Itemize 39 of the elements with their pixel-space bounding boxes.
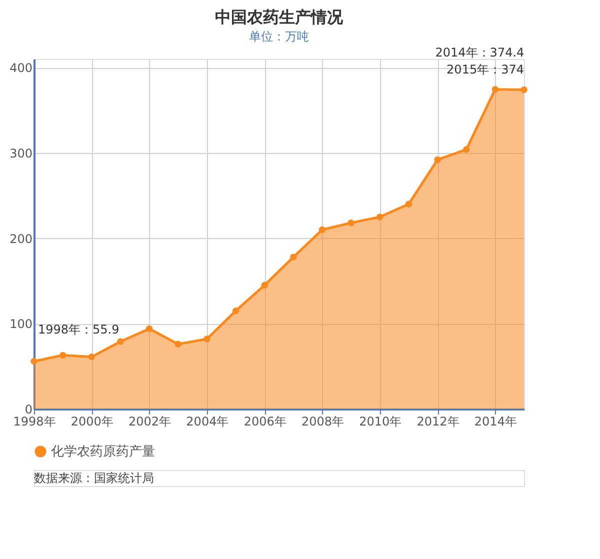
legend-label: 化学农药原药产量 — [51, 444, 155, 460]
chart-subtitle: 单位：万吨 — [249, 29, 309, 44]
point — [88, 354, 95, 360]
point — [204, 336, 210, 342]
y-tick-label: 0 — [24, 402, 32, 416]
point — [290, 254, 297, 260]
x-tick-label: 2010年 — [359, 414, 402, 428]
point — [318, 226, 326, 234]
x-tick-label: 2000年 — [70, 414, 114, 428]
x-tick-label: 2006年 — [244, 414, 286, 428]
point — [376, 214, 384, 220]
y-tick-label: 400 — [10, 61, 32, 76]
x-tick-label: 1998年 — [13, 414, 56, 428]
annotation: 2014年：374.4 — [435, 45, 524, 60]
chart-title: 中国农药生产情况 — [215, 7, 344, 26]
point — [30, 358, 38, 365]
point — [232, 307, 240, 314]
point — [174, 340, 182, 348]
x-tick-label: 2004年 — [186, 414, 229, 428]
point — [492, 86, 499, 93]
y-tick-label: 300 — [10, 146, 32, 160]
x-tick-label: 2002年 — [128, 414, 172, 428]
x-tick-label: 2012年 — [416, 414, 460, 428]
annotation: 1998年：55.9 — [38, 322, 120, 336]
y-tick-label: 200 — [10, 232, 32, 246]
x-tick-label: 2014年 — [474, 414, 517, 428]
point — [463, 146, 470, 153]
source-note: 数据来源：国家统计局 — [34, 471, 154, 485]
point — [520, 86, 528, 94]
point — [348, 220, 354, 226]
point — [261, 282, 268, 289]
point — [434, 156, 441, 164]
annotation: 2015年：374 — [446, 62, 524, 77]
point — [405, 200, 412, 208]
point — [146, 325, 153, 332]
point — [59, 352, 66, 359]
point — [117, 338, 124, 345]
x-tick-label: 2008年 — [301, 414, 344, 428]
y-tick-label: 100 — [10, 317, 32, 332]
